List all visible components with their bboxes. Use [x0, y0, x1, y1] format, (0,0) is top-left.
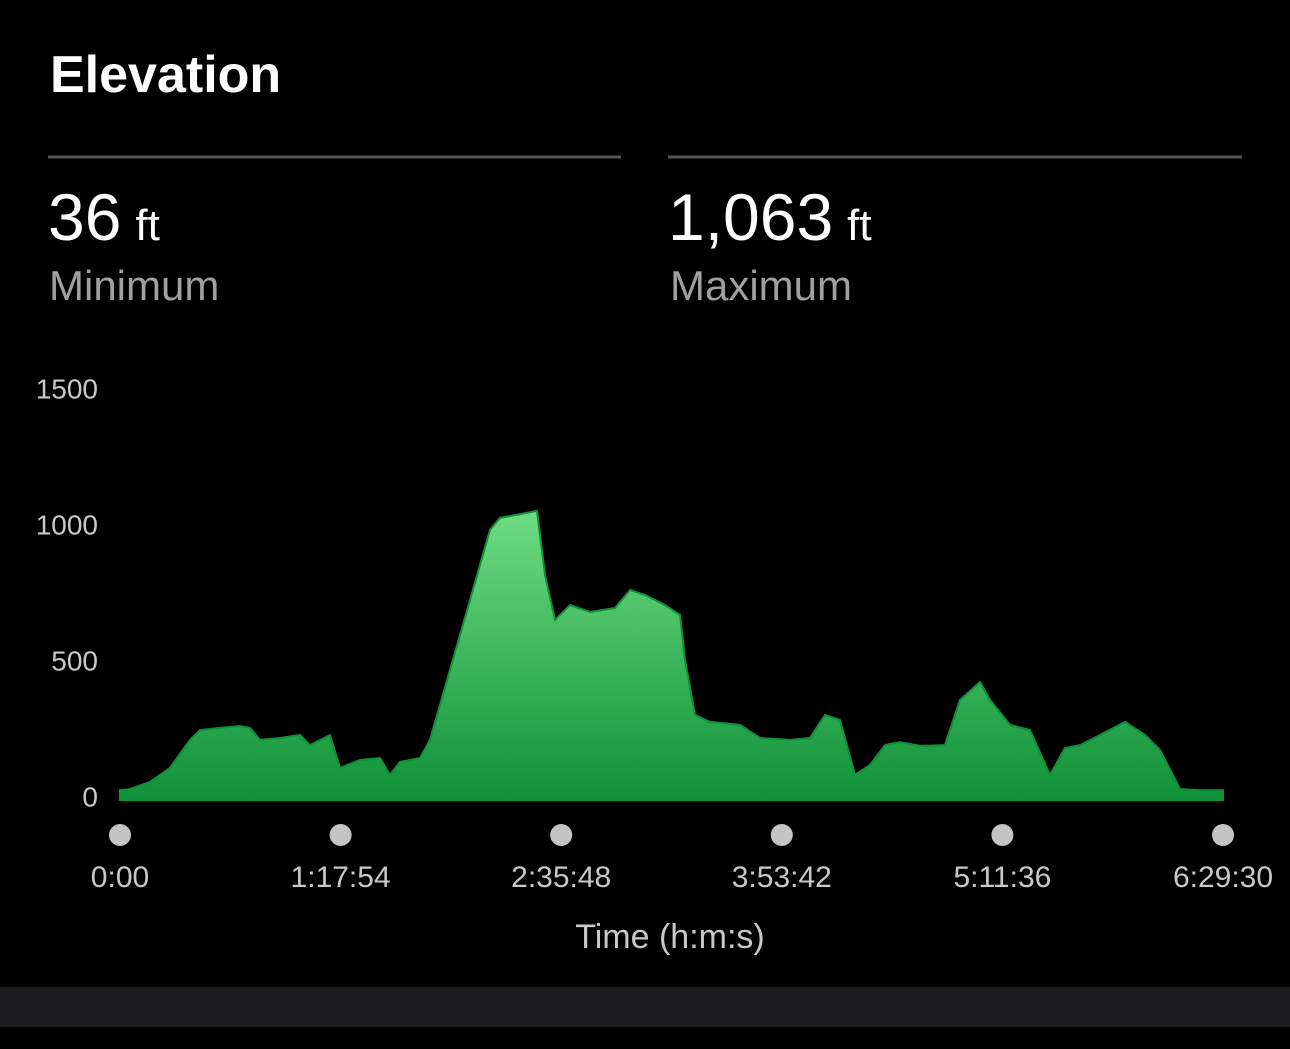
stat-unit: ft — [847, 201, 871, 250]
y-tick-label: 1000 — [36, 509, 98, 540]
x-tick-dot — [770, 824, 793, 846]
x-tick-dot — [329, 824, 352, 846]
x-axis-label: Time (h:m:s) — [575, 918, 765, 956]
x-tick-dot — [991, 824, 1014, 846]
stat-label: Minimum — [49, 262, 219, 309]
stat-label: Maximum — [670, 262, 852, 309]
plot: 0 500 1000 1500 0:00 1:17:54 2:35:48 3:53:42 5:1… — [36, 373, 1273, 894]
y-tick-label: 1500 — [36, 373, 98, 404]
x-tick-dot — [1212, 824, 1234, 846]
stat-value: 36 — [48, 180, 121, 254]
bottom-bar — [0, 987, 1290, 1027]
title: Elevation — [50, 46, 281, 104]
x-tick-dot — [109, 824, 131, 846]
x-tick-dot — [550, 824, 573, 846]
x-tick-label: 3:53:42 — [732, 861, 832, 894]
x-tick-label: 0:00 — [91, 861, 149, 894]
y-tick-label: 500 — [51, 645, 98, 676]
elevation-area — [119, 509, 1224, 801]
stat-value: 1,063 — [668, 180, 833, 254]
stat-max: 1,063 ft — [668, 180, 872, 254]
x-tick-label: 6:29:30 — [1173, 861, 1273, 894]
stat-unit: ft — [135, 201, 159, 250]
x-tick-label: 1:17:54 — [291, 861, 391, 894]
x-tick-label: 2:35:48 — [511, 861, 611, 894]
y-tick-label: 0 — [82, 781, 98, 812]
stat-min: 36 ft — [48, 180, 160, 254]
x-tick-label: 5:11:36 — [953, 861, 1051, 894]
